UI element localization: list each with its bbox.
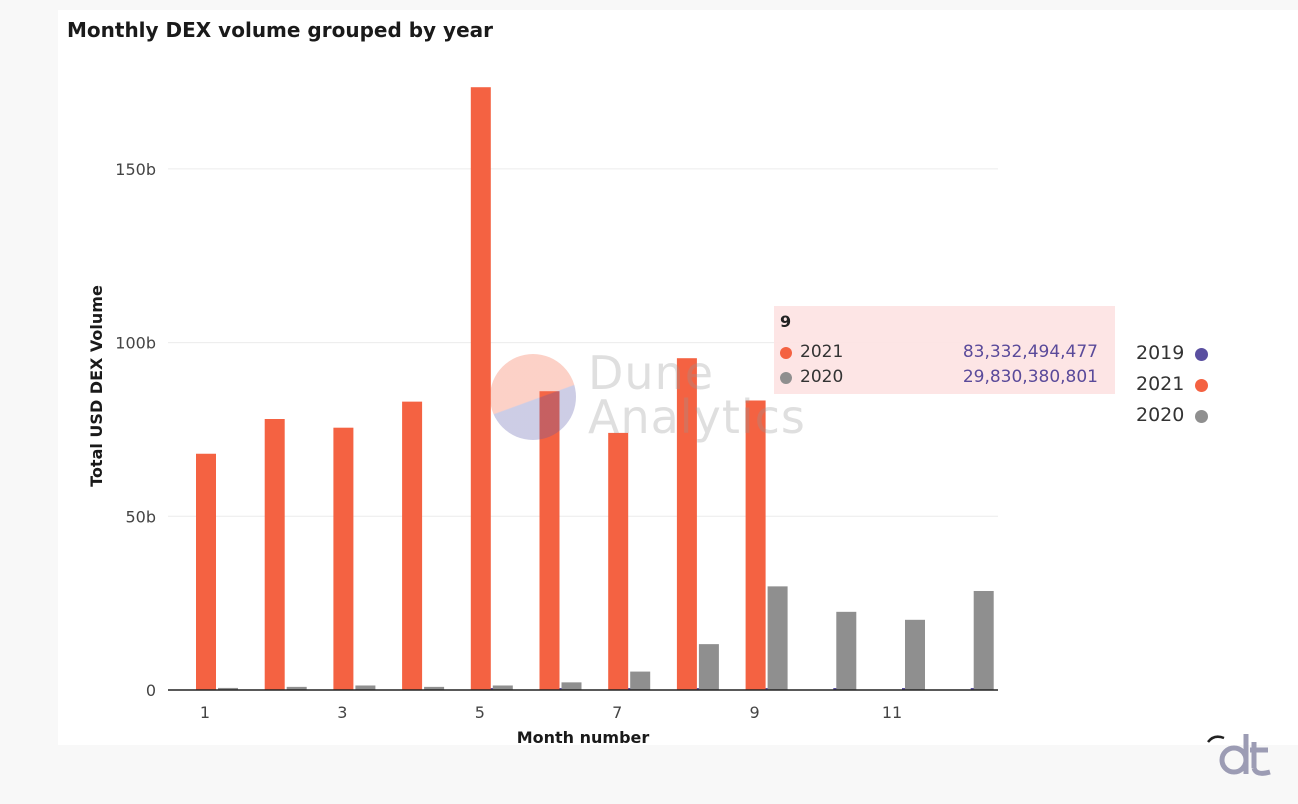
x-tick-label: 3 [337, 703, 347, 722]
bar-2021-month-1 [196, 453, 216, 690]
legend-item-2021[interactable]: 2021 [1136, 373, 1216, 404]
y-tick-label: 150b [115, 160, 156, 179]
legend-label: 2021 [1136, 373, 1185, 395]
bar-2021-month-7 [608, 432, 629, 690]
bar-2020-month-7 [630, 671, 651, 690]
tooltip-dot-icon [780, 372, 792, 384]
tooltip-title: 9 [780, 312, 792, 331]
x-axis-title: Month number [517, 728, 650, 747]
bar-2020-month-8 [698, 644, 719, 690]
dt-logo-icon [1207, 734, 1271, 776]
x-tick-label: 5 [475, 703, 485, 722]
chart-title: Monthly DEX volume grouped by year [67, 18, 494, 42]
tooltip-series-name: 2021 [800, 342, 844, 362]
legend-item-2020[interactable]: 2020 [1136, 404, 1216, 435]
tooltip-series-value: 83,332,494,477 [962, 342, 1098, 362]
bar-2020-month-5 [492, 685, 513, 690]
bar-2020-month-3 [355, 685, 376, 690]
y-tick-label: 50b [125, 507, 156, 526]
bar-2020-month-6 [561, 682, 582, 690]
y-tick-label: 100b [115, 334, 156, 353]
tooltip-row-2021: 2021 83,332,494,477 [780, 342, 1098, 364]
bar-2021-month-9 [745, 400, 766, 690]
tooltip-series-value: 29,830,380,801 [962, 367, 1098, 387]
bar-2021-month-8 [676, 358, 697, 690]
bar-2020-month-11 [905, 619, 925, 690]
legend-dot-icon [1195, 379, 1208, 392]
bar-2020-month-12 [973, 590, 994, 690]
legend-label: 2019 [1136, 342, 1185, 364]
legend-dot-icon [1195, 410, 1208, 423]
x-tick-label: 7 [612, 703, 622, 722]
legend-dot-icon [1195, 348, 1208, 361]
y-tick-label: 0 [146, 681, 156, 700]
bar-2021-month-4 [402, 401, 423, 690]
bar-2021-month-6 [539, 391, 560, 690]
legend-item-2019[interactable]: 2019 [1136, 342, 1216, 373]
bar-2021-month-2 [264, 419, 285, 690]
x-tick-label: 11 [882, 703, 902, 722]
bar-2021-month-5 [470, 87, 491, 690]
x-tick-label: 9 [750, 703, 760, 722]
tooltip-dot-icon [780, 347, 792, 359]
chart-tooltip: 9 2021 83,332,494,477 2020 29,830,380,80… [774, 306, 1115, 394]
y-axis-title: Total USD DEX Volume [87, 285, 106, 487]
bar-2020-month-2 [286, 686, 307, 690]
tooltip-row-2020: 2020 29,830,380,801 [780, 367, 1098, 389]
bar-2020-month-9 [767, 586, 788, 690]
bar-2021-month-3 [333, 427, 354, 690]
legend-label: 2020 [1136, 404, 1185, 426]
x-tick-label: 1 [200, 703, 210, 722]
tooltip-series-name: 2020 [800, 367, 844, 387]
bar-2020-month-4 [424, 686, 445, 690]
bar-2020-month-10 [836, 611, 857, 690]
bar-2020-month-1 [218, 687, 238, 690]
chart-legend: 2019 2021 2020 [1136, 342, 1216, 435]
